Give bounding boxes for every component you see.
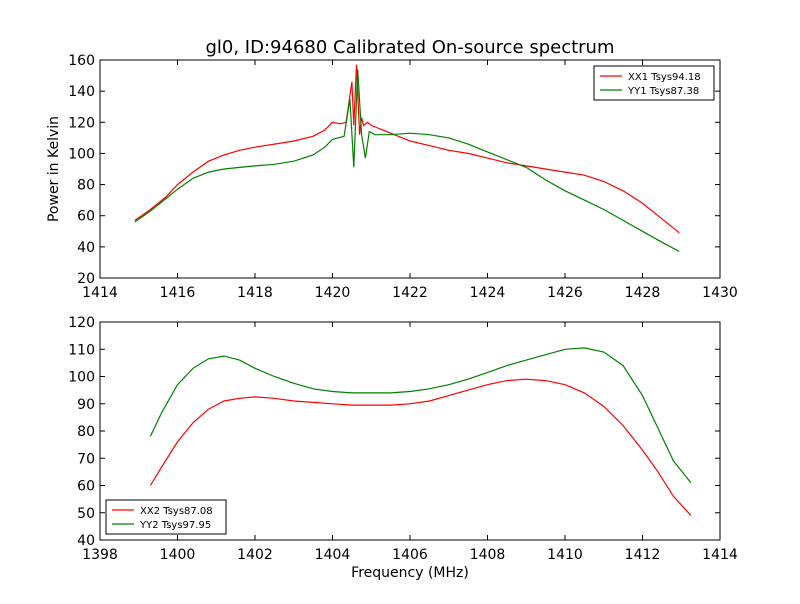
plot-1-y-axis-label: Power in Kelvin bbox=[46, 116, 62, 222]
plot-2-y-tick-label: 80 bbox=[77, 424, 95, 440]
plot-2-x-tick-label: 1398 bbox=[82, 547, 118, 563]
plot-2-x-tick-label: 1406 bbox=[392, 547, 428, 563]
plot-2-y-tick-label: 90 bbox=[77, 397, 95, 413]
plot-2-legend-label-2: YY2 Tsys97.95 bbox=[139, 520, 211, 531]
plot-1-x-tick-label: 1430 bbox=[702, 285, 738, 301]
plot-2-series-line-2 bbox=[149, 347, 692, 484]
plot-1-y-tick-label: 80 bbox=[77, 178, 95, 194]
plot-2-x-tick-label: 1410 bbox=[547, 547, 583, 563]
plot-1-legend: XX1 Tsys94.18 YY1 Tsys87.38 bbox=[593, 65, 715, 101]
plot-1-y-tick-label: 160 bbox=[68, 53, 95, 69]
plot-2-y-tick-label: 100 bbox=[68, 370, 95, 386]
plot-2-x-tick-label: 1402 bbox=[237, 547, 273, 563]
plot-1-y-tick-label: 20 bbox=[77, 271, 95, 287]
plot-2-y-tick-label: 50 bbox=[77, 506, 95, 522]
plot-2-legend-label-1: XX2 Tsys87.08 bbox=[140, 506, 213, 517]
plot-2-y-tick-label: 60 bbox=[77, 479, 95, 495]
plot-1-y-tick-label: 140 bbox=[68, 84, 95, 100]
plot-1-series-line-1 bbox=[134, 64, 680, 234]
plot-bottom: 1398 1400 1402 1404 1406 1408 1410 1412 1414 40 50… bbox=[68, 315, 738, 581]
chart-title: gl0, ID:94680 Calibrated On-source spect… bbox=[205, 37, 614, 58]
plot-2-legend-box bbox=[105, 499, 227, 535]
plot-1-series-line-2 bbox=[134, 69, 680, 253]
plot-1-legend-box bbox=[593, 65, 715, 101]
plot-2-y-tick-label: 70 bbox=[77, 451, 95, 467]
plot-1-y-tick-label: 60 bbox=[77, 209, 95, 225]
plot-2-y-tick-label: 40 bbox=[77, 533, 95, 549]
plot-2-x-tick-label: 1412 bbox=[625, 547, 661, 563]
plot-1-x-tick-label: 1414 bbox=[82, 285, 118, 301]
plot-2-legend: XX2 Tsys87.08 YY2 Tsys97.95 bbox=[105, 499, 227, 535]
plot-1-y-tick-label: 100 bbox=[68, 146, 95, 162]
plot-2-x-tick-label: 1408 bbox=[470, 547, 506, 563]
plot-2-x-tick-label: 1400 bbox=[160, 547, 196, 563]
plot-top: 1414 1416 1418 1420 1422 1424 1426 1428 1430 20 40… bbox=[46, 53, 738, 301]
plot-1-x-tick-label: 1418 bbox=[237, 285, 273, 301]
plot-1-legend-label-1: XX1 Tsys94.18 bbox=[628, 72, 701, 83]
plot-2-x-tick-label: 1414 bbox=[702, 547, 738, 563]
plot-1-x-tick-label: 1416 bbox=[160, 285, 196, 301]
plot-1-legend-label-2: YY1 Tsys87.38 bbox=[627, 86, 699, 97]
plot-2-y-tick-label: 110 bbox=[68, 342, 95, 358]
plot-2-y-tick-label: 120 bbox=[68, 315, 95, 331]
plot-1-x-tick-label: 1424 bbox=[470, 285, 506, 301]
plot-1-x-tick-label: 1426 bbox=[547, 285, 583, 301]
plot-1-x-tick-label: 1420 bbox=[315, 285, 351, 301]
plot-1-y-tick-label: 40 bbox=[77, 240, 95, 256]
plot-1-y-tick-label: 120 bbox=[68, 115, 95, 131]
plot-1-x-tick-label: 1422 bbox=[392, 285, 428, 301]
plot-2-series-line-1 bbox=[149, 378, 692, 516]
plot-1-x-tick-label: 1428 bbox=[625, 285, 661, 301]
plot-2-x-tick-label: 1404 bbox=[315, 547, 351, 563]
plot-2-x-axis-label: Frequency (MHz) bbox=[351, 565, 469, 581]
